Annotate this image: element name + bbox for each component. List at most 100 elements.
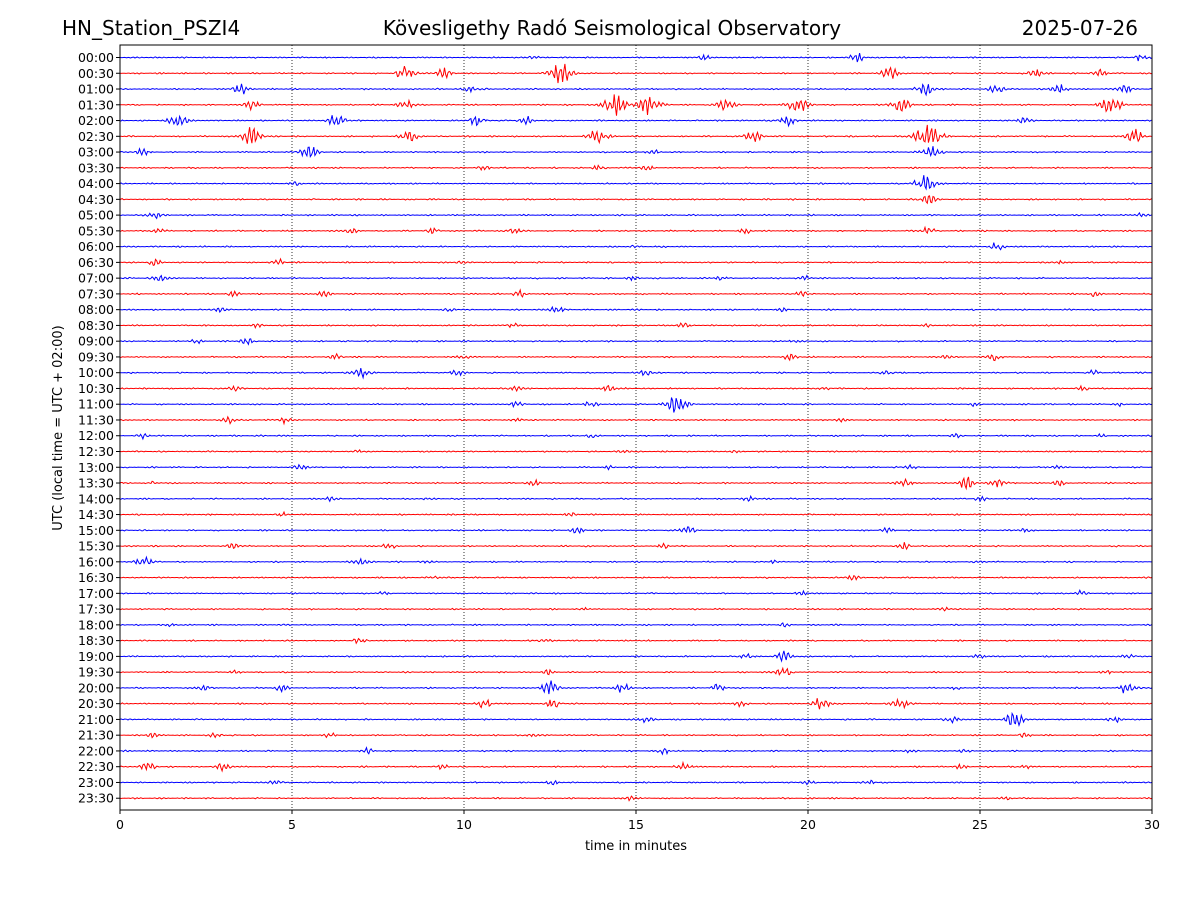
trace-line bbox=[119, 164, 1153, 172]
x-tick-label: 15 bbox=[628, 817, 644, 832]
y-tick-label: 10:00 bbox=[78, 365, 114, 380]
trace-line bbox=[119, 697, 1153, 710]
plot-frame bbox=[119, 44, 1153, 811]
y-tick-label: 00:00 bbox=[78, 50, 114, 65]
y-tick-label: 16:00 bbox=[78, 554, 114, 569]
y-tick-label: 17:30 bbox=[78, 602, 114, 617]
y-tick-label: 09:30 bbox=[78, 349, 114, 364]
y-tick-label: 23:30 bbox=[78, 791, 114, 806]
y-tick-label: 20:30 bbox=[78, 696, 114, 711]
trace-line bbox=[119, 526, 1153, 535]
date-label: 2025-07-26 bbox=[1022, 16, 1138, 40]
trace-line bbox=[119, 606, 1153, 612]
trace-line bbox=[119, 449, 1153, 454]
trace-line bbox=[120, 432, 1153, 441]
trace-line bbox=[119, 397, 1153, 413]
y-tick-label: 14:00 bbox=[78, 491, 114, 506]
y-tick-label: 01:30 bbox=[78, 97, 114, 112]
y-tick-label: 03:30 bbox=[78, 160, 114, 175]
trace-line bbox=[119, 746, 1153, 756]
y-tick-label: 10:30 bbox=[78, 381, 114, 396]
trace-line bbox=[119, 622, 1153, 628]
trace-line bbox=[119, 795, 1153, 802]
y-tick-label: 08:30 bbox=[78, 318, 114, 333]
y-tick-label: 09:00 bbox=[78, 334, 114, 349]
trace-line bbox=[119, 510, 1153, 517]
y-tick-label: 18:00 bbox=[78, 617, 114, 632]
y-tick-label: 15:00 bbox=[78, 523, 114, 538]
trace-line bbox=[119, 542, 1153, 551]
trace-line bbox=[119, 711, 1153, 728]
trace-line bbox=[119, 637, 1153, 645]
trace-line bbox=[119, 63, 1153, 84]
trace-line bbox=[119, 476, 1153, 491]
y-tick-label: 17:00 bbox=[78, 586, 114, 601]
trace-line bbox=[119, 242, 1153, 251]
y-tick-label: 21:30 bbox=[78, 728, 114, 743]
station-label: HN_Station_PSZI4 bbox=[62, 16, 240, 40]
x-tick-label: 0 bbox=[116, 817, 124, 832]
y-tick-label: 15:30 bbox=[78, 539, 114, 554]
y-tick-label: 06:00 bbox=[78, 239, 114, 254]
y-tick-label: 06:30 bbox=[78, 255, 114, 270]
y-tick-label: 19:30 bbox=[78, 665, 114, 680]
y-tick-label: 11:00 bbox=[78, 397, 114, 412]
trace-line bbox=[119, 322, 1152, 329]
y-tick-label: 12:00 bbox=[78, 428, 114, 443]
y-tick-label: 22:00 bbox=[78, 743, 114, 758]
vertical-gridlines bbox=[291, 45, 981, 810]
trace-line bbox=[119, 650, 1152, 663]
trace-line bbox=[119, 274, 1153, 282]
y-tick-label: 01:00 bbox=[78, 82, 114, 97]
x-tick-labels: 0 5 10 15 20 25 30 bbox=[116, 810, 1160, 832]
trace-line bbox=[120, 94, 1153, 116]
y-tick-label: 13:00 bbox=[78, 460, 114, 475]
trace-line bbox=[119, 680, 1153, 695]
y-tick-label: 05:30 bbox=[78, 223, 114, 238]
y-tick-label: 13:30 bbox=[78, 476, 114, 491]
trace-line bbox=[119, 463, 1153, 471]
y-tick-label: 22:30 bbox=[78, 759, 114, 774]
trace-line bbox=[119, 666, 1153, 676]
x-tick-label: 25 bbox=[972, 817, 988, 832]
x-tick-label: 30 bbox=[1144, 817, 1160, 832]
y-tick-label: 23:00 bbox=[78, 775, 114, 790]
y-tick-label: 20:00 bbox=[78, 680, 114, 695]
trace-line bbox=[119, 337, 1153, 346]
y-tick-label: 12:30 bbox=[78, 444, 114, 459]
y-tick-label: 02:30 bbox=[78, 129, 114, 144]
x-tick-label: 5 bbox=[288, 817, 296, 832]
y-tick-label: 05:00 bbox=[78, 208, 114, 223]
y-tick-label: 03:00 bbox=[78, 145, 114, 160]
y-tick-label: 04:30 bbox=[78, 192, 114, 207]
trace-line bbox=[119, 175, 1152, 191]
y-tick-label: 21:00 bbox=[78, 712, 114, 727]
trace-line bbox=[119, 494, 1153, 503]
y-tick-label: 00:30 bbox=[78, 66, 114, 81]
trace-line bbox=[120, 352, 1153, 362]
trace-line bbox=[119, 146, 1153, 158]
y-tick-label: 18:30 bbox=[78, 633, 114, 648]
trace-line bbox=[119, 52, 1153, 63]
trace-line bbox=[119, 779, 1153, 786]
trace-line bbox=[119, 368, 1153, 380]
trace-line bbox=[119, 257, 1153, 266]
y-tick-label: 11:30 bbox=[78, 412, 114, 427]
trace-line bbox=[119, 225, 1153, 235]
y-tick-label: 08:00 bbox=[78, 302, 114, 317]
x-axis-label: time in minutes bbox=[585, 839, 687, 854]
trace-line bbox=[119, 415, 1153, 426]
trace-line bbox=[120, 555, 1152, 565]
trace-line bbox=[120, 574, 1153, 581]
y-tick-label: 04:00 bbox=[78, 176, 114, 191]
x-tick-label: 20 bbox=[800, 817, 816, 832]
x-tick-label: 10 bbox=[456, 817, 472, 832]
trace-line bbox=[119, 114, 1153, 128]
trace-line bbox=[119, 83, 1153, 97]
y-tick-label: 14:30 bbox=[78, 507, 114, 522]
trace-line bbox=[119, 124, 1153, 145]
trace-line bbox=[120, 288, 1153, 298]
y-axis-label: UTC (local time = UTC + 02:00) bbox=[51, 325, 66, 530]
y-tick-label: 02:00 bbox=[78, 113, 114, 128]
trace-line bbox=[119, 305, 1152, 314]
